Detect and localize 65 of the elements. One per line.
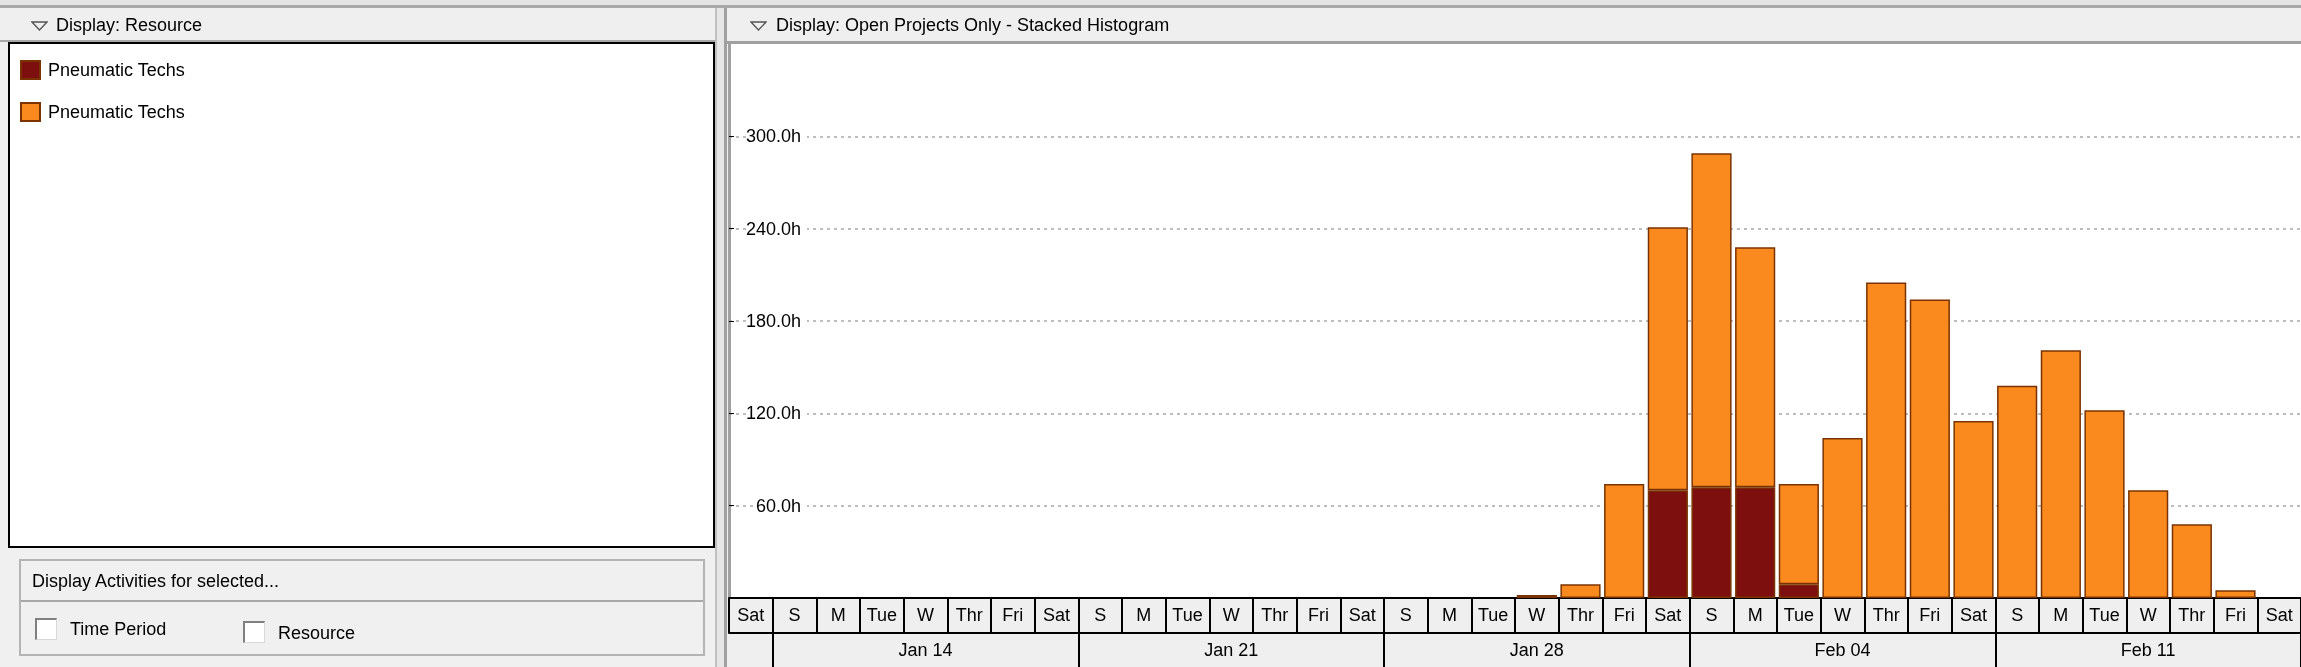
text: Display Activities for selected...	[32, 570, 280, 592]
x-tick-label: W	[1834, 605, 1851, 625]
x-tick-label: Thr	[1261, 605, 1289, 625]
text: Resource	[278, 622, 356, 644]
bar	[2171, 524, 2212, 598]
x-tick-label: M	[1442, 605, 1457, 625]
x-tick-label: S	[1705, 605, 1718, 625]
text: Feb 11	[2120, 640, 2176, 660]
x-tick-label: Thr	[1567, 605, 1595, 625]
y-tick-label: 180.0h	[745, 311, 801, 331]
y-tick-label: 60.0h	[755, 495, 801, 516]
x-tick-label: M	[1747, 605, 1763, 625]
legend-label: Pneumatic Techs	[48, 102, 185, 122]
x-tick-label: Tue	[1477, 605, 1509, 625]
bar	[1953, 421, 1994, 598]
x-tick-label: Fri	[1308, 605, 1329, 625]
x-tick-label: Tue	[1783, 605, 1815, 625]
x-tick-label: Fri	[1613, 605, 1635, 625]
y-tick-label: 300.0h	[745, 126, 801, 147]
x-tick-label: S	[788, 605, 801, 625]
text: Time Period	[70, 618, 167, 640]
x-tick-label: W	[1222, 605, 1240, 625]
x-tick-label: Sat	[1348, 605, 1376, 625]
legend-title: Display: Resource	[56, 15, 203, 35]
bar	[1560, 584, 1601, 598]
bar	[1604, 484, 1645, 598]
legend-label: Pneumatic Techs	[48, 60, 185, 80]
x-tick-label: M	[1136, 605, 1152, 625]
bar	[1997, 385, 2038, 598]
x-tick-label: Thr	[1872, 605, 1900, 625]
x-tick-label: Fri	[2225, 605, 2246, 625]
x-tick-label: Thr	[2178, 605, 2206, 625]
x-tick-label: Tue	[866, 605, 898, 625]
x-tick-label: Sat	[1959, 605, 1988, 625]
x-tick-label: M	[2053, 605, 2069, 625]
x-tick-label: Fri	[1919, 605, 1941, 625]
text: Feb 04	[1814, 640, 1871, 660]
x-tick-label: S	[1399, 605, 1412, 625]
x-tick-label: W	[2139, 605, 2157, 625]
bar	[2128, 490, 2169, 598]
bar	[1822, 437, 1863, 598]
text: Jan 14	[898, 640, 953, 660]
text: Jan 21	[1204, 640, 1259, 660]
y-tick-label: 240.0h	[745, 218, 801, 239]
text: Jan 28	[1509, 640, 1564, 660]
y-tick-label: 120.0h	[745, 403, 801, 424]
x-tick-label: M	[830, 605, 846, 625]
x-tick-label: Sat	[737, 605, 765, 625]
x-tick-label: S	[2011, 605, 2024, 625]
x-tick-label: Tue	[1172, 605, 1203, 625]
bar	[2215, 590, 2256, 598]
x-tick-label: S	[1094, 605, 1107, 625]
chart-title: Display: Open Projects Only - Stacked Histogram	[776, 15, 1170, 35]
bar	[1866, 282, 1907, 598]
x-tick-label: Fri	[1002, 605, 1024, 625]
bar	[2040, 350, 2081, 598]
x-tick-label: Tue	[2089, 605, 2120, 625]
x-tick-label: Sat	[2265, 605, 2293, 625]
x-tick-label: Sat	[1042, 605, 1071, 625]
x-tick-label: W	[1528, 605, 1546, 625]
x-tick-label: W	[917, 605, 934, 625]
bar	[2084, 410, 2125, 598]
x-tick-label: Thr	[955, 605, 983, 625]
bar	[1909, 299, 1950, 598]
x-tick-label: Sat	[1654, 605, 1682, 625]
